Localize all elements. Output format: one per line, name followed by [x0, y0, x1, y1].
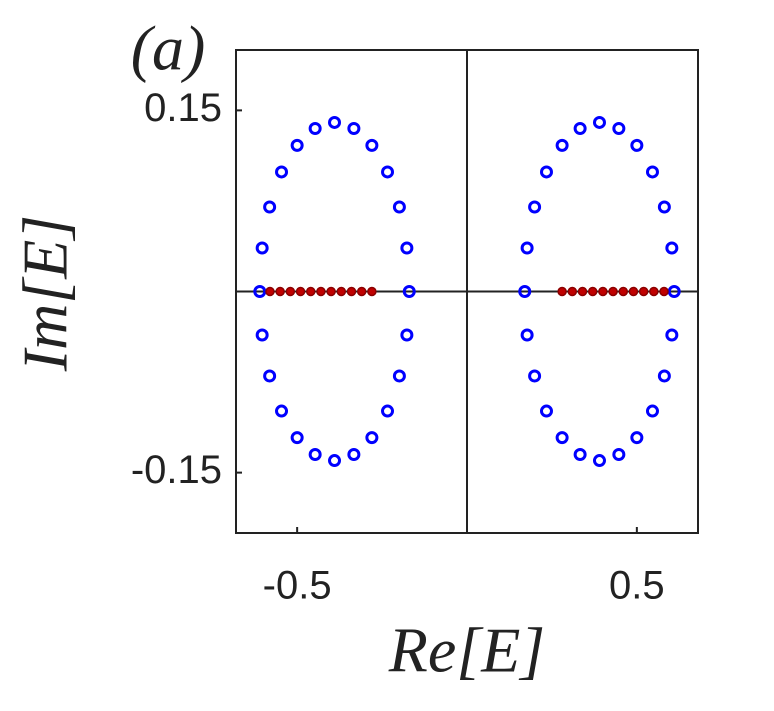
point	[645, 404, 659, 418]
point	[630, 138, 644, 152]
point	[573, 448, 587, 462]
point	[557, 286, 567, 297]
point	[520, 328, 534, 342]
point	[592, 115, 606, 129]
point	[592, 454, 606, 468]
point	[392, 200, 406, 214]
point	[659, 286, 669, 297]
point	[555, 431, 569, 445]
y-tick-label: -0.15	[131, 448, 222, 492]
panel-label: (a)	[131, 13, 206, 84]
point	[328, 115, 342, 129]
y-axis-label: Im[E]	[10, 215, 81, 372]
point	[263, 200, 277, 214]
point	[295, 286, 306, 297]
point	[365, 138, 379, 152]
point	[263, 369, 277, 383]
point	[392, 369, 406, 383]
point	[657, 369, 671, 383]
point	[573, 121, 587, 135]
point	[520, 241, 534, 255]
point	[598, 286, 608, 297]
x-axis-label: Re[E]	[388, 615, 545, 686]
x-tick-label: -0.5	[263, 564, 332, 608]
point	[381, 165, 395, 179]
point	[265, 286, 275, 297]
point	[402, 285, 416, 298]
point	[612, 121, 626, 135]
point	[316, 286, 326, 297]
point	[400, 328, 414, 342]
point	[528, 369, 542, 383]
point	[308, 448, 322, 462]
point	[365, 431, 379, 445]
point	[400, 241, 414, 255]
point	[612, 448, 626, 462]
point	[255, 328, 269, 342]
point	[638, 286, 649, 297]
point	[555, 138, 569, 152]
point	[275, 165, 289, 179]
point	[628, 286, 639, 297]
point	[367, 286, 377, 297]
point	[305, 286, 316, 297]
point	[326, 286, 336, 297]
point	[645, 165, 659, 179]
point	[308, 121, 322, 135]
point	[649, 286, 659, 297]
point	[567, 286, 578, 297]
point	[346, 286, 357, 297]
point	[253, 285, 267, 298]
point	[539, 404, 553, 418]
point	[608, 286, 618, 297]
point	[275, 286, 285, 297]
point	[665, 328, 679, 342]
point	[630, 431, 644, 445]
point	[665, 241, 679, 255]
point	[518, 285, 532, 298]
point	[381, 404, 395, 418]
point	[528, 200, 542, 214]
point	[255, 241, 269, 255]
point	[577, 286, 588, 297]
x-tick-label: 0.5	[609, 564, 665, 608]
point	[290, 138, 304, 152]
point	[539, 165, 553, 179]
point	[356, 286, 367, 297]
y-tick-label: 0.15	[144, 86, 222, 130]
point	[657, 200, 671, 214]
point	[328, 454, 342, 468]
point	[285, 286, 296, 297]
point	[347, 121, 361, 135]
point	[275, 404, 289, 418]
point	[290, 431, 304, 445]
point	[618, 286, 629, 297]
point	[667, 285, 681, 298]
point	[347, 448, 361, 462]
point	[336, 286, 347, 297]
point	[587, 286, 598, 297]
